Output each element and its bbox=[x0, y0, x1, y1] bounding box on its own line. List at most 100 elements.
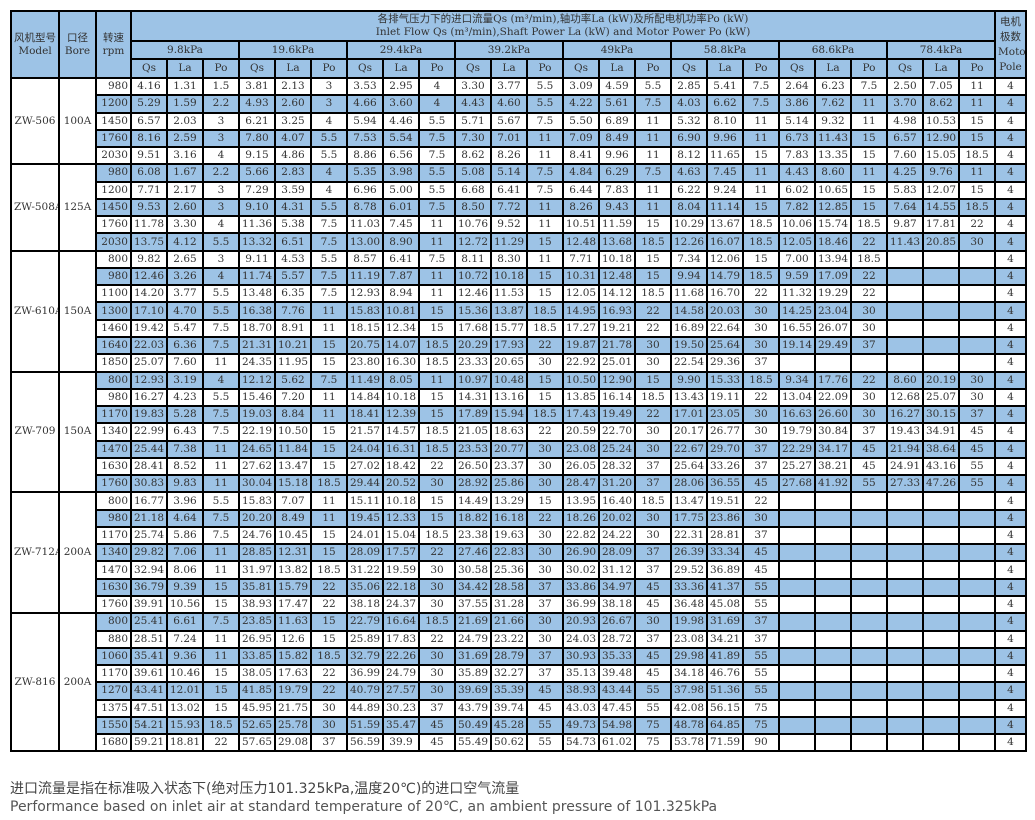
po-cell: 11 bbox=[957, 94, 997, 114]
motor-pole-cell: 4 bbox=[994, 474, 1028, 494]
la-cell: 5.00 bbox=[382, 180, 420, 200]
qs-cell: 19.42 bbox=[130, 318, 168, 338]
la-cell: 38.64 bbox=[922, 439, 960, 459]
qs-cell: 43.41 bbox=[130, 681, 168, 701]
table-row: 980 21.18 4.64 7.5 20.20 8.49 11 19.45 12.33 15 18… bbox=[11, 508, 1028, 528]
po-cell: 15 bbox=[310, 353, 348, 373]
po-cell: 55 bbox=[742, 577, 780, 597]
qs-cell bbox=[886, 594, 924, 615]
la-cell: 32.27 bbox=[490, 664, 528, 684]
bore-cell: 150A bbox=[58, 370, 97, 494]
la-cell: 35.33 bbox=[598, 646, 636, 667]
po-cell: 11 bbox=[850, 111, 888, 131]
qs-cell: 29.52 bbox=[670, 560, 708, 580]
po-cell: 3 bbox=[202, 197, 240, 218]
model-header-en: Model bbox=[18, 44, 52, 57]
motor-pole-cell: 4 bbox=[994, 733, 1028, 753]
po-cell: 45 bbox=[526, 698, 564, 718]
la-cell: 22.18 bbox=[382, 577, 420, 597]
qs-cell: 18.41 bbox=[346, 405, 384, 425]
po-cell: 18.5 bbox=[418, 525, 456, 546]
la-cell: 10.18 bbox=[382, 387, 420, 408]
qs-cell: 27.02 bbox=[346, 456, 384, 477]
po-cell: 55 bbox=[526, 733, 564, 753]
po-cell: 22 bbox=[418, 456, 456, 477]
la-cell: 50.62 bbox=[490, 733, 528, 753]
qs-cell: 29.44 bbox=[346, 474, 384, 494]
sub-header-la: La bbox=[814, 58, 852, 79]
la-cell: 31.20 bbox=[598, 474, 636, 494]
la-cell: 10.53 bbox=[922, 111, 960, 131]
qs-cell bbox=[886, 646, 924, 667]
po-cell: 7.5 bbox=[526, 180, 564, 200]
qs-cell: 13.00 bbox=[346, 232, 384, 252]
qs-cell: 11.03 bbox=[346, 215, 384, 235]
qs-cell: 43.03 bbox=[562, 698, 600, 718]
po-cell: 4 bbox=[310, 163, 348, 183]
po-cell: 18.5 bbox=[957, 146, 997, 166]
la-cell: 6.61 bbox=[166, 612, 204, 632]
po-cell: 4 bbox=[418, 94, 456, 114]
qs-cell: 21.69 bbox=[454, 612, 492, 632]
rpm-cell: 1760 bbox=[95, 474, 132, 494]
qs-cell: 5.32 bbox=[670, 111, 708, 131]
la-cell: 7.87 bbox=[382, 266, 420, 287]
po-cell: 11 bbox=[742, 128, 780, 149]
qs-cell: 31.69 bbox=[454, 646, 492, 667]
po-cell: 15 bbox=[202, 681, 240, 701]
la-cell: 12.07 bbox=[922, 180, 960, 200]
po-cell: 15 bbox=[742, 249, 780, 269]
table-row: ZW-506 100A 980 4.16 1.31 1.5 3.81 2.13 3 3.53 2.9… bbox=[10, 76, 1028, 166]
po-cell: 75 bbox=[742, 698, 780, 718]
po-cell: 55 bbox=[957, 456, 997, 477]
la-cell: 22.26 bbox=[382, 646, 420, 667]
po-cell: 37 bbox=[742, 525, 780, 546]
qs-cell bbox=[886, 733, 924, 753]
po-cell: 7.5 bbox=[418, 249, 456, 269]
qs-cell: 35.41 bbox=[130, 646, 168, 667]
po-cell: 18.5 bbox=[418, 422, 456, 442]
motor-pole-cell: 4 bbox=[994, 646, 1028, 667]
motor-pole-cell: 4 bbox=[994, 698, 1028, 718]
sub-header-po: Po bbox=[742, 58, 780, 79]
qs-cell: 36.99 bbox=[346, 664, 384, 684]
po-cell: 7.5 bbox=[742, 76, 780, 97]
po-cell bbox=[957, 249, 997, 269]
qs-cell: 33.86 bbox=[562, 577, 600, 597]
po-cell: 1.5 bbox=[202, 76, 240, 97]
po-cell: 15 bbox=[310, 422, 348, 442]
qs-cell: 10.97 bbox=[454, 370, 492, 390]
po-cell: 55 bbox=[742, 594, 780, 615]
po-cell: 37 bbox=[634, 543, 672, 563]
po-cell: 30 bbox=[742, 301, 780, 321]
pressure-header: 58.8kPa bbox=[670, 40, 780, 60]
bore-cell: 200A bbox=[58, 491, 97, 615]
qs-cell: 11.49 bbox=[346, 370, 384, 390]
qs-cell: 15.83 bbox=[346, 301, 384, 321]
la-cell: 6.43 bbox=[166, 422, 204, 442]
table-row: 1630 36.79 9.39 15 35.81 15.79 22 35.06 22.18 30 3… bbox=[11, 577, 1028, 597]
la-cell: 20.65 bbox=[490, 353, 528, 373]
po-cell: 15 bbox=[850, 180, 888, 200]
pressure-header: 9.8kPa bbox=[130, 40, 240, 60]
la-cell: 3.59 bbox=[274, 180, 312, 200]
rpm-cell: 1760 bbox=[95, 594, 132, 615]
qs-cell bbox=[778, 577, 816, 597]
qs-cell: 22.92 bbox=[562, 353, 600, 373]
la-cell: 45.28 bbox=[490, 715, 528, 736]
la-cell: 4.64 bbox=[166, 508, 204, 528]
po-cell: 5.5 bbox=[310, 197, 348, 218]
la-cell: 19.63 bbox=[490, 525, 528, 546]
la-cell: 19.21 bbox=[598, 318, 636, 338]
motor-pole-cell: 4 bbox=[994, 215, 1028, 235]
qs-cell: 49.73 bbox=[562, 715, 600, 736]
la-cell bbox=[922, 594, 960, 615]
po-cell: 55 bbox=[742, 681, 780, 701]
qs-cell: 3.70 bbox=[886, 94, 924, 114]
po-cell: 15 bbox=[202, 594, 240, 615]
qs-cell: 28.47 bbox=[562, 474, 600, 494]
qs-cell: 43.79 bbox=[454, 698, 492, 718]
po-cell: 30 bbox=[634, 612, 672, 632]
table-row: 1470 32.94 8.06 11 31.97 13.82 18.5 31.22 19.59 3… bbox=[11, 560, 1028, 580]
po-cell: 55 bbox=[742, 646, 780, 667]
